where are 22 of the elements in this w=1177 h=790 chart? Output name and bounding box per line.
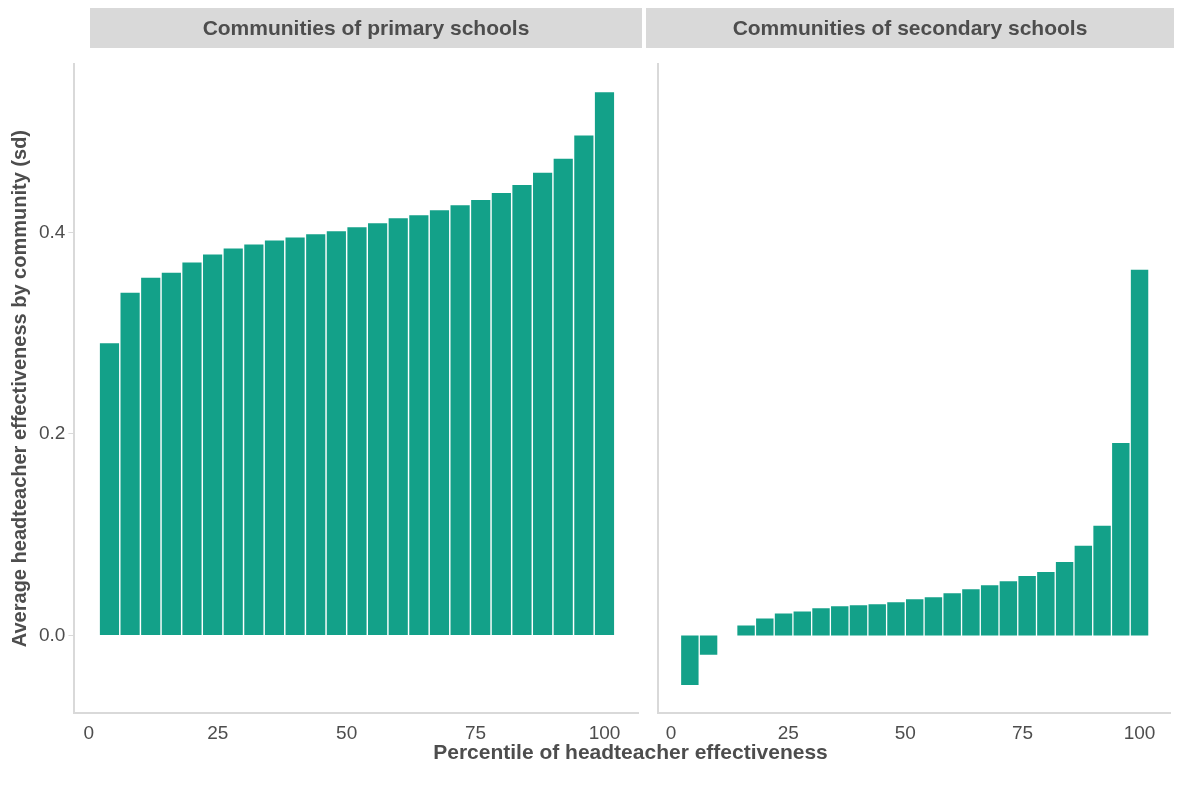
x-tick-label: 100 — [588, 721, 621, 743]
bar — [99, 343, 120, 636]
y-tick-label: 0.4 — [38, 220, 66, 242]
x-tick-label: 100 — [1123, 721, 1156, 743]
y-tick-label: 0.2 — [38, 422, 66, 444]
y-axis-title: Average headteacher effectiveness by community (sd) — [7, 129, 30, 648]
bar — [429, 210, 450, 636]
x-tick-label: 0 — [83, 721, 95, 743]
y-tick-label: 0.0 — [38, 623, 66, 645]
bar — [849, 605, 868, 636]
x-tick-label: 25 — [777, 721, 799, 743]
x-tick-label: 75 — [465, 721, 487, 743]
x-tick-label: 75 — [1011, 721, 1034, 743]
chart-title: Communities of primary schools — [90, 8, 642, 48]
bar — [264, 240, 285, 636]
x-tick-label: 50 — [336, 721, 358, 743]
x-tick-label: 50 — [894, 721, 916, 743]
x-tick-label: 25 — [207, 721, 229, 743]
x-tick-label: 0 — [665, 721, 677, 743]
x-axis-title: Percentile of headteacher effectiveness — [433, 740, 828, 763]
chart-title: Communities of secondary schools — [646, 8, 1174, 48]
bar — [594, 92, 615, 636]
